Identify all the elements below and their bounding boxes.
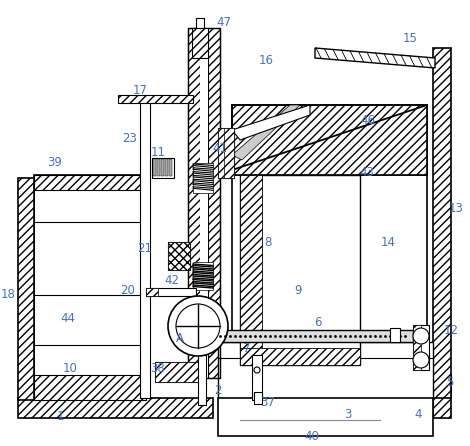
Text: 42: 42 — [164, 273, 180, 286]
Text: 16: 16 — [258, 54, 274, 66]
Text: 10: 10 — [63, 362, 78, 375]
Bar — [188, 28, 200, 378]
Bar — [224, 128, 234, 178]
Text: 13: 13 — [448, 202, 463, 215]
Bar — [218, 128, 234, 178]
Bar — [146, 288, 158, 296]
Bar — [140, 100, 150, 398]
Bar — [152, 158, 174, 178]
Text: 38: 38 — [150, 362, 165, 375]
Bar — [193, 262, 213, 290]
Bar — [157, 159, 160, 176]
Bar — [200, 28, 208, 378]
Text: 6: 6 — [314, 317, 322, 330]
Text: 47: 47 — [217, 16, 232, 29]
Text: 5: 5 — [446, 376, 454, 389]
Bar — [208, 28, 220, 378]
Bar — [240, 175, 262, 365]
Bar — [168, 242, 190, 270]
Bar — [155, 362, 200, 382]
Text: 3: 3 — [345, 409, 352, 421]
Bar — [218, 342, 433, 400]
Bar — [146, 288, 196, 296]
Text: 43: 43 — [360, 165, 375, 178]
Bar — [218, 330, 413, 342]
Bar — [153, 159, 156, 176]
Text: 23: 23 — [123, 132, 137, 145]
Bar — [390, 328, 400, 342]
Text: 37: 37 — [260, 396, 275, 409]
Bar — [192, 28, 208, 58]
Bar — [254, 392, 262, 404]
Bar — [218, 398, 433, 436]
Bar — [18, 178, 34, 400]
Text: 8: 8 — [264, 235, 272, 248]
Bar — [165, 159, 168, 176]
Text: 46: 46 — [360, 113, 376, 127]
Bar — [433, 375, 451, 418]
Bar — [118, 95, 193, 103]
Text: 17: 17 — [133, 83, 148, 96]
Bar — [240, 175, 360, 365]
Bar — [413, 325, 421, 370]
Bar — [161, 159, 164, 176]
Bar — [169, 159, 172, 176]
Bar — [232, 105, 427, 175]
Bar — [18, 398, 213, 418]
Bar — [413, 325, 429, 370]
Bar — [232, 105, 427, 373]
Bar — [34, 175, 146, 190]
Circle shape — [176, 304, 220, 348]
Text: 9: 9 — [294, 284, 302, 297]
Polygon shape — [315, 48, 435, 68]
Text: 20: 20 — [121, 284, 135, 297]
Text: 14: 14 — [381, 236, 395, 249]
Text: 4: 4 — [414, 409, 422, 421]
Text: 41: 41 — [212, 141, 227, 154]
Text: 12: 12 — [444, 323, 459, 336]
Text: 18: 18 — [0, 289, 16, 301]
Text: 39: 39 — [47, 156, 63, 169]
Polygon shape — [232, 105, 300, 160]
Text: A: A — [176, 331, 184, 344]
Polygon shape — [232, 105, 310, 140]
Text: 15: 15 — [403, 32, 417, 45]
Text: 11: 11 — [150, 146, 165, 160]
Text: 2: 2 — [214, 384, 222, 396]
Circle shape — [168, 296, 228, 356]
Text: 7: 7 — [243, 342, 251, 355]
Text: 44: 44 — [61, 311, 76, 325]
Bar — [232, 105, 427, 175]
Bar — [196, 18, 204, 28]
Bar — [168, 242, 190, 270]
Bar — [218, 128, 226, 178]
Bar — [285, 398, 415, 418]
Bar — [188, 28, 220, 378]
Bar — [415, 398, 433, 418]
Bar — [155, 362, 200, 382]
Bar — [193, 163, 213, 193]
Bar — [240, 348, 360, 365]
Circle shape — [254, 367, 260, 373]
Bar — [252, 355, 262, 400]
Bar — [198, 355, 206, 405]
Text: 1: 1 — [56, 409, 64, 422]
Bar — [433, 48, 451, 398]
Text: 21: 21 — [138, 241, 152, 255]
Circle shape — [413, 352, 429, 368]
Text: 40: 40 — [305, 430, 320, 443]
Circle shape — [413, 328, 429, 344]
Bar — [34, 175, 146, 400]
Bar — [34, 375, 146, 400]
